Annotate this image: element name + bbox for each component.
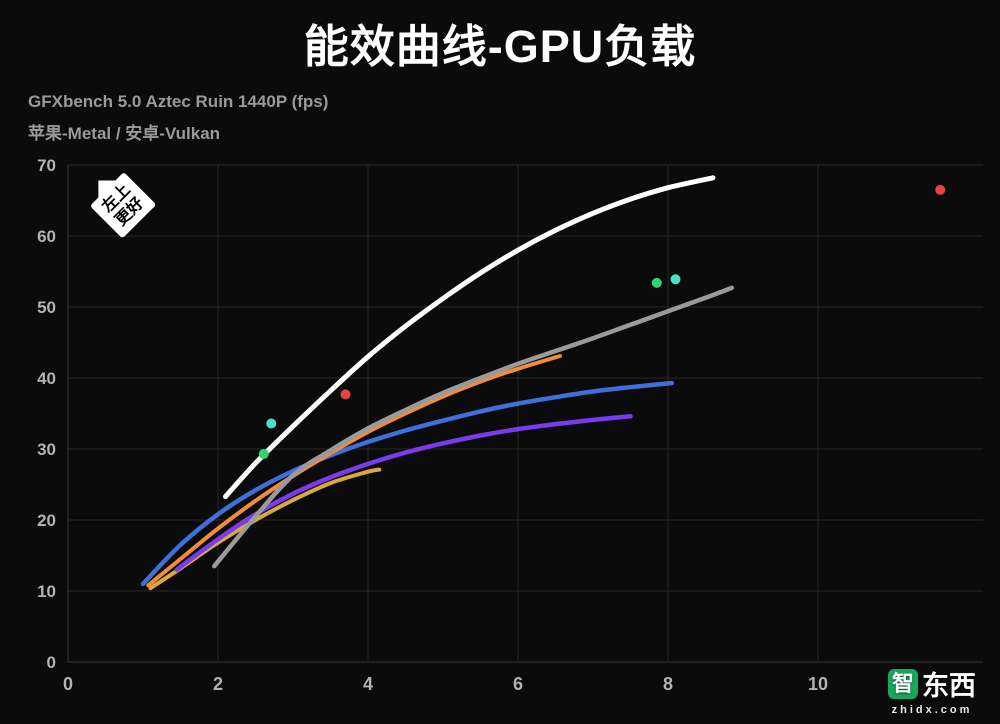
green-point xyxy=(258,448,269,459)
y-tick-label: 20 xyxy=(37,511,56,530)
gray-curve xyxy=(212,285,735,569)
page-title: 能效曲线-GPU负载 xyxy=(303,21,697,72)
y-tick-label: 60 xyxy=(37,227,56,246)
chart-subtitle-api: 苹果-Metal / 安卓-Vulkan xyxy=(28,124,221,143)
zhidx-domain: zhidx.com xyxy=(891,704,973,716)
cyan-point xyxy=(266,418,277,429)
blue-curve xyxy=(140,380,675,587)
zhidx-logo-text: 东西 xyxy=(922,671,976,701)
chart-subtitle-benchmark: GFXbench 5.0 Aztec Ruin 1440P (fps) xyxy=(28,92,329,111)
x-tick-label: 8 xyxy=(663,674,673,694)
y-tick-label: 40 xyxy=(37,369,56,388)
x-tick-label: 4 xyxy=(363,674,373,694)
purple-curve xyxy=(174,414,633,572)
green-point xyxy=(651,277,662,288)
red-point xyxy=(935,184,946,195)
zhidx-logo-icon: 智 xyxy=(888,668,918,699)
watermark-zhidx: 智 东西 zhidx.com xyxy=(888,664,976,716)
white-curve xyxy=(223,175,716,500)
zhidx-logo-row: 智 东西 xyxy=(888,664,976,703)
y-tick-label: 70 xyxy=(37,156,56,175)
y-tick-label: 50 xyxy=(37,298,56,317)
y-tick-label: 0 xyxy=(47,653,56,672)
y-tick-label: 10 xyxy=(37,582,56,601)
red-point xyxy=(340,389,351,400)
x-tick-label: 0 xyxy=(63,674,73,694)
x-tick-label: 10 xyxy=(808,674,828,694)
x-tick-label: 2 xyxy=(213,674,223,694)
cyan-point xyxy=(670,274,681,285)
x-tick-label: 6 xyxy=(513,674,523,694)
y-tick-label: 30 xyxy=(37,440,56,459)
orange-curve xyxy=(146,354,562,588)
